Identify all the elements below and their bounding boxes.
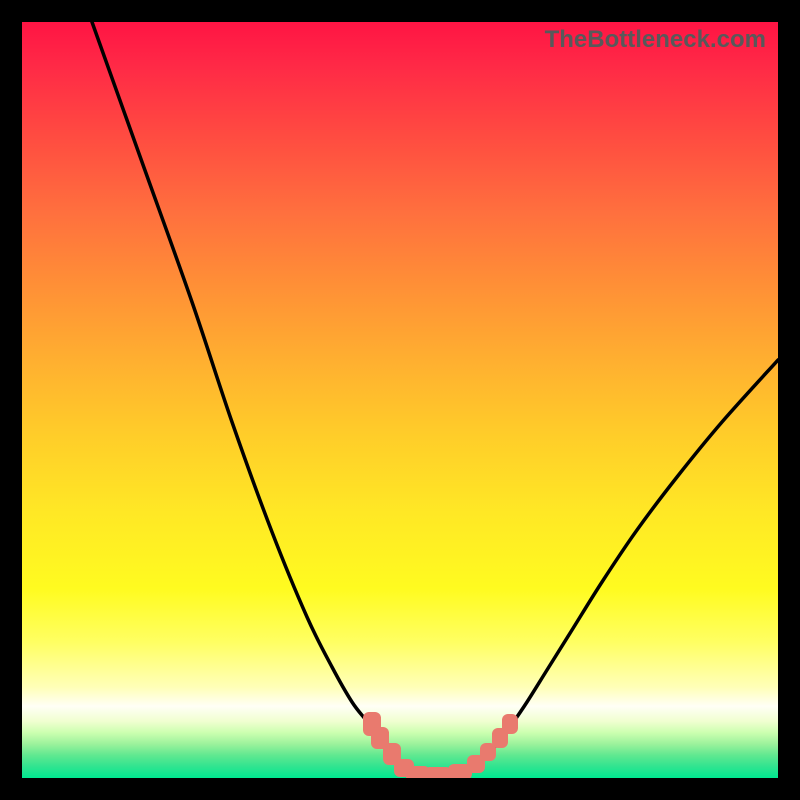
curve-marker [502,714,518,734]
chart-frame: TheBottleneck.com [0,0,800,800]
plot-area: TheBottleneck.com [22,22,778,778]
bottleneck-curve [22,22,778,778]
watermark-text: TheBottleneck.com [545,26,766,54]
curve-marker [424,767,452,778]
curve-markers [363,712,518,778]
